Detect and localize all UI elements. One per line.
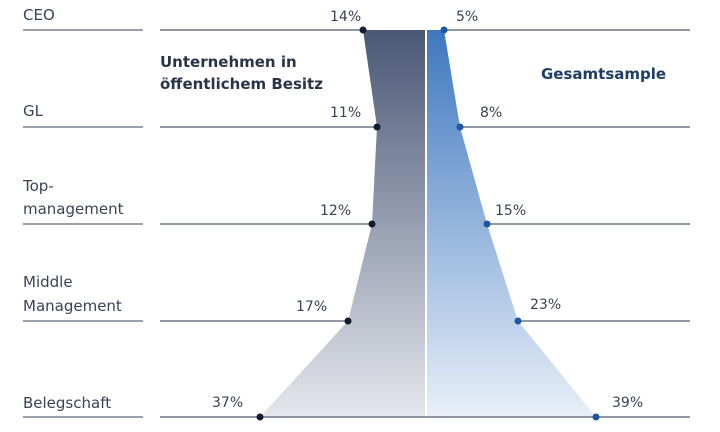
value-left-beleg: 37% [212,395,244,411]
row-label-mid-2: Management [23,297,122,315]
value-right-beleg: 39% [612,395,644,411]
value-right-mid: 23% [530,297,562,313]
value-left-top: 12% [320,203,352,219]
value-left-mid: 17% [296,299,328,315]
row-label-ceo: CEO [23,6,55,24]
left-funnel-shape [260,30,425,417]
row-label-top-2: management [23,200,124,218]
legend-right: Gesamtsample [541,65,667,83]
row-label-gl: GL [23,102,43,120]
legend-left-line1: Unternehmen in [160,53,297,71]
row-label-top-1: Top- [23,177,54,195]
row-label-mid-1: Middle [23,273,73,291]
value-left-ceo: 14% [330,9,362,25]
row-label-belegschaft: Belegschaft [23,394,112,412]
value-right-ceo: 5% [456,9,479,25]
value-right-gl: 8% [480,105,503,121]
right-funnel-shape [427,30,596,417]
value-right-top: 15% [495,203,527,219]
value-left-gl: 11% [330,105,362,121]
legend-left-line2: öffentlichem Besitz [160,75,323,93]
